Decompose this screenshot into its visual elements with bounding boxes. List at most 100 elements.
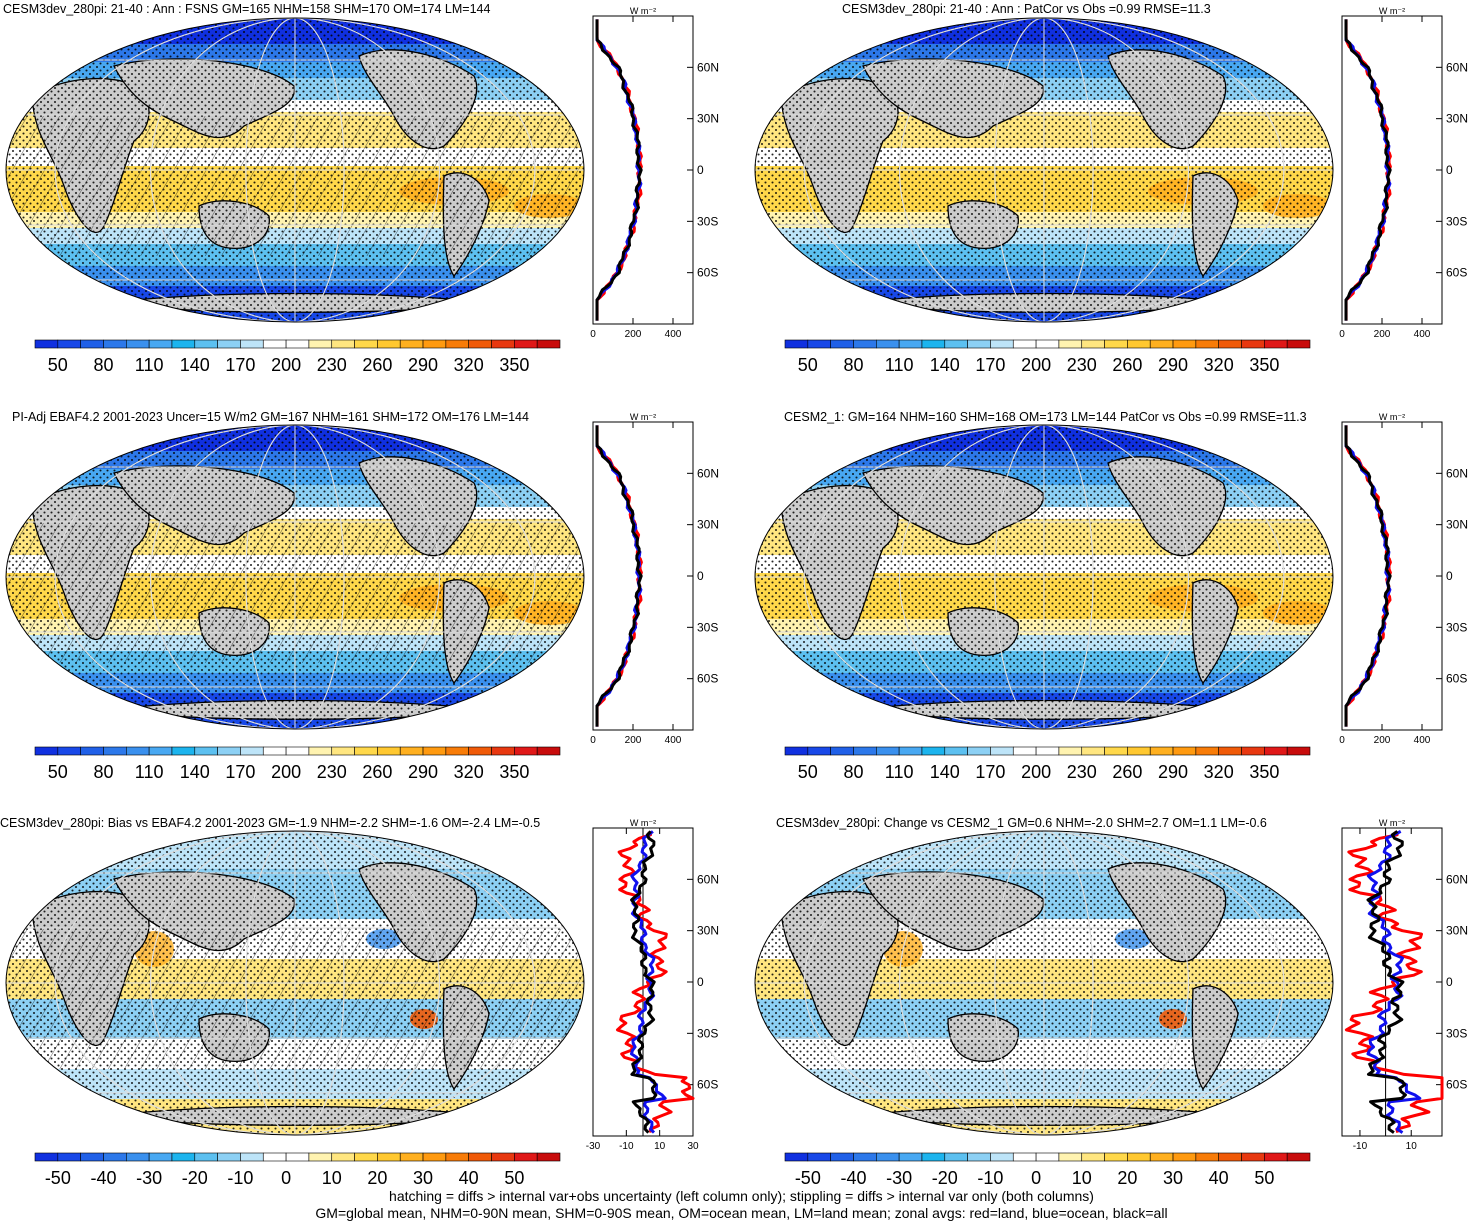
x-tick-label: 30 bbox=[687, 1141, 699, 1152]
colorbar-swatch bbox=[1241, 339, 1265, 349]
colorbar-swatch bbox=[308, 339, 333, 349]
colorbar-swatch bbox=[898, 1152, 923, 1162]
colorbar: 50 80 110 140 170 200 230 260 290 320 350 bbox=[784, 746, 1311, 782]
colorbar-swatch bbox=[80, 1152, 104, 1162]
zonal-unit-label: W m⁻² bbox=[630, 818, 656, 828]
colorbar-swatch bbox=[830, 339, 854, 349]
colorbar-label: 170 bbox=[975, 355, 1005, 375]
all-zonal-curve bbox=[1344, 425, 1392, 727]
colorbar-swatch bbox=[807, 1152, 831, 1162]
zonal-unit-label: W m⁻² bbox=[1379, 6, 1405, 16]
x-tick-label: 0 bbox=[590, 329, 596, 340]
colorbar-swatch bbox=[103, 339, 127, 349]
lat-tick-label: 60S bbox=[1446, 672, 1467, 686]
zonal-frame bbox=[592, 421, 694, 731]
graticule bbox=[6, 425, 584, 729]
x-tick-label: -30 bbox=[586, 1141, 601, 1152]
map-field bbox=[755, 18, 1333, 322]
colorbar-swatch bbox=[807, 746, 831, 756]
graticule bbox=[6, 18, 584, 322]
colorbar-swatch bbox=[1149, 746, 1174, 756]
ocean-zonal-curve bbox=[1344, 425, 1392, 727]
colorbar-swatch bbox=[1012, 1152, 1037, 1162]
map-border bbox=[754, 17, 1334, 323]
colorbar-swatch bbox=[445, 1152, 469, 1162]
colorbar-label: 200 bbox=[1021, 762, 1051, 782]
zonal-unit-label: W m⁻² bbox=[1379, 818, 1405, 828]
colorbar-swatch bbox=[853, 1152, 877, 1162]
colorbar-label: 50 bbox=[1254, 1168, 1274, 1188]
colorbar-label: 50 bbox=[504, 1168, 524, 1188]
colorbar-label: 230 bbox=[1067, 762, 1097, 782]
x-tick-label: 200 bbox=[1374, 329, 1391, 340]
colorbar-swatch bbox=[1286, 746, 1311, 756]
colorbar-label: 110 bbox=[885, 355, 914, 375]
longitude-line bbox=[150, 425, 440, 729]
colorbar-swatch bbox=[1218, 746, 1242, 756]
colorbar-swatch bbox=[491, 1152, 515, 1162]
map-field bbox=[755, 831, 1333, 1135]
colorbar-swatch bbox=[57, 746, 81, 756]
colorbar-label: 350 bbox=[1249, 762, 1279, 782]
colorbar-swatch bbox=[445, 339, 469, 349]
colorbar-label: 30 bbox=[413, 1168, 433, 1188]
colorbar-swatch bbox=[1104, 1152, 1128, 1162]
colorbar-swatch bbox=[990, 339, 1014, 349]
zonal-mean-plot: W m⁻² 0 200 400 60N 30N 0 30S 60S bbox=[590, 412, 719, 746]
map-border bbox=[754, 830, 1334, 1136]
lat-tick-label: 60N bbox=[697, 60, 719, 74]
colorbar-label: 230 bbox=[317, 762, 347, 782]
colorbar-swatch bbox=[217, 746, 241, 756]
colorbar-swatch bbox=[898, 339, 923, 349]
ocean-zonal-curve bbox=[1344, 19, 1392, 321]
lat-tick-label: 60S bbox=[697, 672, 718, 686]
colorbar-swatch bbox=[377, 339, 401, 349]
longitude-line bbox=[899, 425, 1189, 729]
lat-tick-label: 60S bbox=[1446, 1078, 1467, 1092]
graticule bbox=[755, 18, 1333, 322]
all-zonal-curve bbox=[630, 830, 658, 1134]
colorbar-swatch bbox=[80, 746, 104, 756]
longitude-line bbox=[54, 425, 536, 729]
colorbar-swatch bbox=[1264, 746, 1288, 756]
world-map bbox=[5, 17, 585, 323]
colorbar-swatch bbox=[262, 1152, 287, 1162]
colorbar-label: 10 bbox=[1072, 1168, 1092, 1188]
lat-tick-label: 30S bbox=[697, 1026, 718, 1040]
colorbar-swatch bbox=[1035, 339, 1060, 349]
colorbar-label: 290 bbox=[1158, 762, 1188, 782]
colorbar-swatch bbox=[1012, 339, 1037, 349]
colorbar-swatch bbox=[171, 746, 196, 756]
lat-tick-label: 60N bbox=[697, 466, 719, 480]
colorbar-label: 110 bbox=[885, 762, 914, 782]
ocean-zonal-curve bbox=[595, 19, 643, 321]
colorbar-label: 30 bbox=[1163, 1168, 1183, 1188]
colorbar-swatch bbox=[1081, 746, 1105, 756]
colorbar-swatch bbox=[1035, 746, 1060, 756]
colorbar-label: -50 bbox=[45, 1168, 71, 1188]
colorbar-label: 110 bbox=[135, 355, 164, 375]
zonal-unit-label: W m⁻² bbox=[630, 412, 656, 422]
colorbar-swatch bbox=[468, 1152, 492, 1162]
colorbar-swatch bbox=[1241, 746, 1265, 756]
longitude-line bbox=[899, 18, 1189, 322]
longitude-line bbox=[899, 831, 1189, 1135]
colorbar-label: -20 bbox=[182, 1168, 208, 1188]
map-border bbox=[754, 424, 1334, 730]
all-zonal-curve bbox=[595, 19, 643, 321]
colorbar-label: 0 bbox=[1031, 1168, 1041, 1188]
world-map bbox=[754, 17, 1334, 323]
colorbar-swatch bbox=[422, 746, 447, 756]
colorbar-swatch bbox=[331, 746, 355, 756]
colorbar: 50 80 110 140 170 200 230 260 290 320 350 bbox=[784, 339, 1311, 375]
panel-title: CESM2_1: GM=164 NHM=160 SHM=168 OM=173 L… bbox=[784, 410, 1307, 424]
map-border bbox=[5, 830, 585, 1136]
colorbar: 50 80 110 140 170 200 230 260 290 320 350 bbox=[34, 339, 561, 375]
all-zonal-curve bbox=[1366, 830, 1407, 1134]
world-map bbox=[754, 830, 1334, 1136]
x-tick-label: 10 bbox=[654, 1141, 666, 1152]
lat-tick-label: 30N bbox=[697, 518, 719, 532]
footer-note-hatching: hatching = diffs > internal var+obs unce… bbox=[389, 1188, 1094, 1204]
colorbar-swatch bbox=[784, 339, 809, 349]
colorbar-label: 40 bbox=[459, 1168, 479, 1188]
